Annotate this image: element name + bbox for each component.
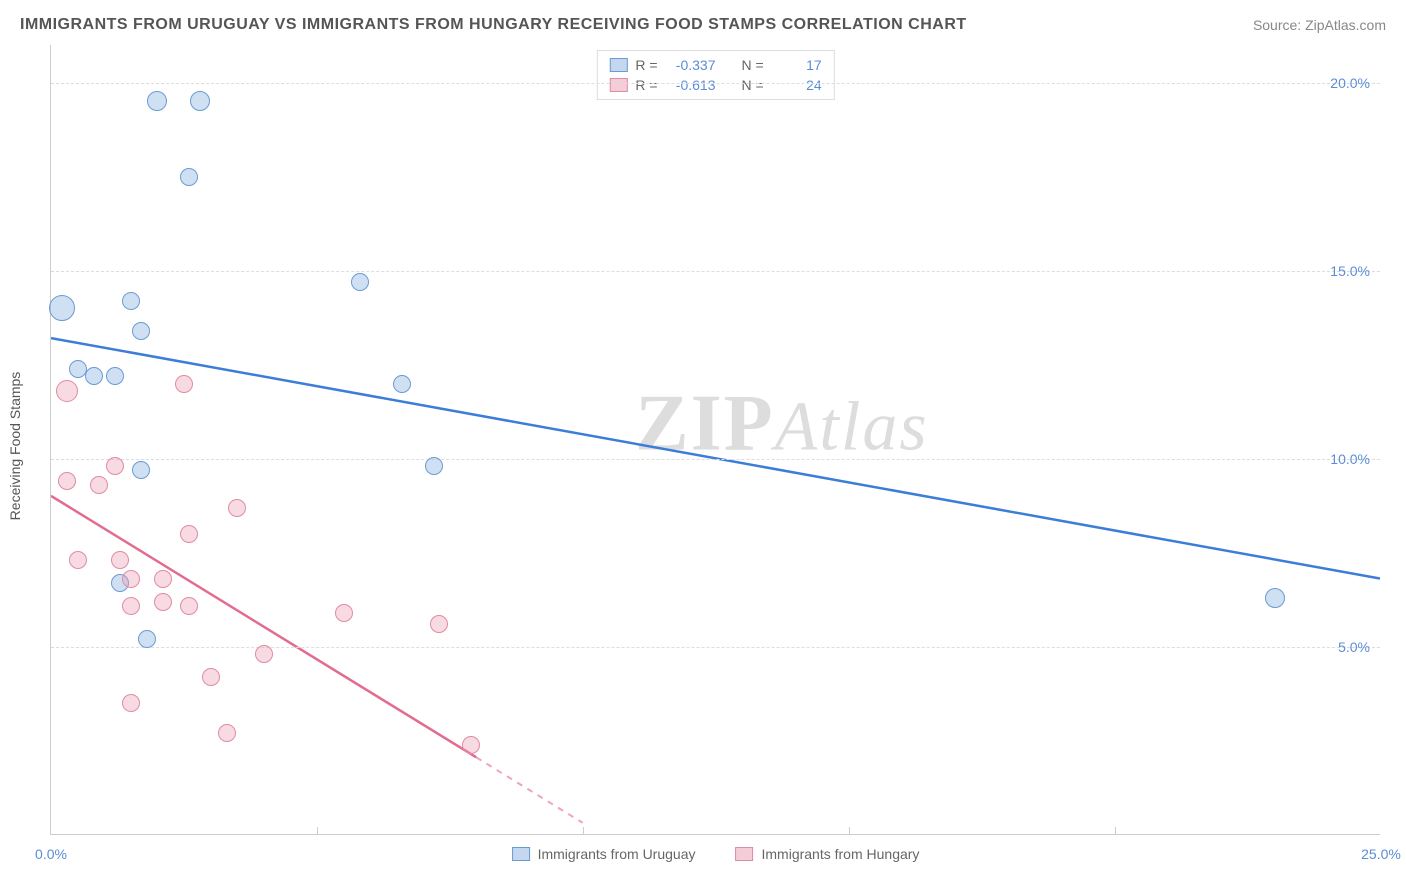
x-tick: [849, 827, 850, 835]
trend-lines-svg: [51, 45, 1380, 834]
legend-series: Immigrants from Uruguay Immigrants from …: [512, 846, 920, 862]
legend-swatch-uruguay-icon: [512, 847, 530, 861]
scatter-point: [255, 645, 273, 663]
scatter-point: [202, 668, 220, 686]
gridline-horizontal: [51, 459, 1380, 460]
scatter-point: [180, 168, 198, 186]
legend-label-uruguay: Immigrants from Uruguay: [538, 846, 696, 862]
scatter-point: [111, 551, 129, 569]
scatter-point: [393, 375, 411, 393]
legend-item-uruguay: Immigrants from Uruguay: [512, 846, 696, 862]
scatter-point: [85, 367, 103, 385]
chart-container: IMMIGRANTS FROM URUGUAY VS IMMIGRANTS FR…: [0, 0, 1406, 892]
trend-line-dashed: [476, 757, 582, 822]
source-label: Source:: [1253, 17, 1301, 33]
r-label: R =: [635, 77, 657, 93]
legend-correlation: R = -0.337 N = 17 R = -0.613 N = 24: [596, 50, 834, 100]
scatter-point: [190, 91, 210, 111]
legend-item-hungary: Immigrants from Hungary: [736, 846, 920, 862]
trend-line-solid: [51, 496, 476, 757]
y-tick-label: 10.0%: [1330, 451, 1370, 467]
scatter-point: [175, 375, 193, 393]
scatter-point: [106, 367, 124, 385]
scatter-point: [122, 570, 140, 588]
gridline-horizontal: [51, 271, 1380, 272]
scatter-point: [147, 91, 167, 111]
scatter-point: [138, 630, 156, 648]
scatter-point: [122, 292, 140, 310]
legend-swatch-uruguay: [609, 58, 627, 72]
x-tick: [317, 827, 318, 835]
y-tick-label: 5.0%: [1338, 639, 1370, 655]
watermark: ZIPAtlas: [635, 378, 928, 469]
scatter-point: [90, 476, 108, 494]
y-tick-label: 20.0%: [1330, 75, 1370, 91]
r-value-uruguay: -0.337: [666, 57, 716, 73]
legend-row-hungary: R = -0.613 N = 24: [609, 75, 821, 95]
gridline-horizontal: [51, 647, 1380, 648]
scatter-point: [335, 604, 353, 622]
x-tick: [583, 827, 584, 835]
scatter-point: [132, 322, 150, 340]
scatter-point: [154, 593, 172, 611]
legend-swatch-hungary: [609, 78, 627, 92]
scatter-point: [425, 457, 443, 475]
scatter-point: [58, 472, 76, 490]
r-label: R =: [635, 57, 657, 73]
scatter-point: [49, 295, 75, 321]
scatter-point: [132, 461, 150, 479]
x-tick: [1115, 827, 1116, 835]
r-value-hungary: -0.613: [666, 77, 716, 93]
n-value-hungary: 24: [772, 77, 822, 93]
scatter-point: [180, 525, 198, 543]
plot-area: ZIPAtlas R = -0.337 N = 17 R = -0.613 N …: [50, 45, 1380, 835]
n-label: N =: [742, 77, 764, 93]
x-tick-label: 25.0%: [1361, 846, 1401, 862]
y-tick-label: 15.0%: [1330, 263, 1370, 279]
gridline-horizontal: [51, 83, 1380, 84]
scatter-point: [218, 724, 236, 742]
scatter-point: [228, 499, 246, 517]
scatter-point: [351, 273, 369, 291]
header: IMMIGRANTS FROM URUGUAY VS IMMIGRANTS FR…: [20, 10, 1386, 40]
scatter-point: [69, 551, 87, 569]
scatter-point: [122, 597, 140, 615]
chart-title: IMMIGRANTS FROM URUGUAY VS IMMIGRANTS FR…: [20, 16, 967, 34]
n-value-uruguay: 17: [772, 57, 822, 73]
x-tick-label: 0.0%: [35, 846, 67, 862]
legend-row-uruguay: R = -0.337 N = 17: [609, 55, 821, 75]
n-label: N =: [742, 57, 764, 73]
scatter-point: [462, 736, 480, 754]
source-value: ZipAtlas.com: [1305, 17, 1386, 33]
legend-label-hungary: Immigrants from Hungary: [762, 846, 920, 862]
scatter-point: [1265, 588, 1285, 608]
y-axis-label: Receiving Food Stamps: [7, 372, 23, 521]
scatter-point: [122, 694, 140, 712]
scatter-point: [180, 597, 198, 615]
scatter-point: [430, 615, 448, 633]
source-attribution: Source: ZipAtlas.com: [1253, 17, 1386, 33]
scatter-point: [154, 570, 172, 588]
scatter-point: [106, 457, 124, 475]
legend-swatch-hungary-icon: [736, 847, 754, 861]
scatter-point: [56, 380, 78, 402]
